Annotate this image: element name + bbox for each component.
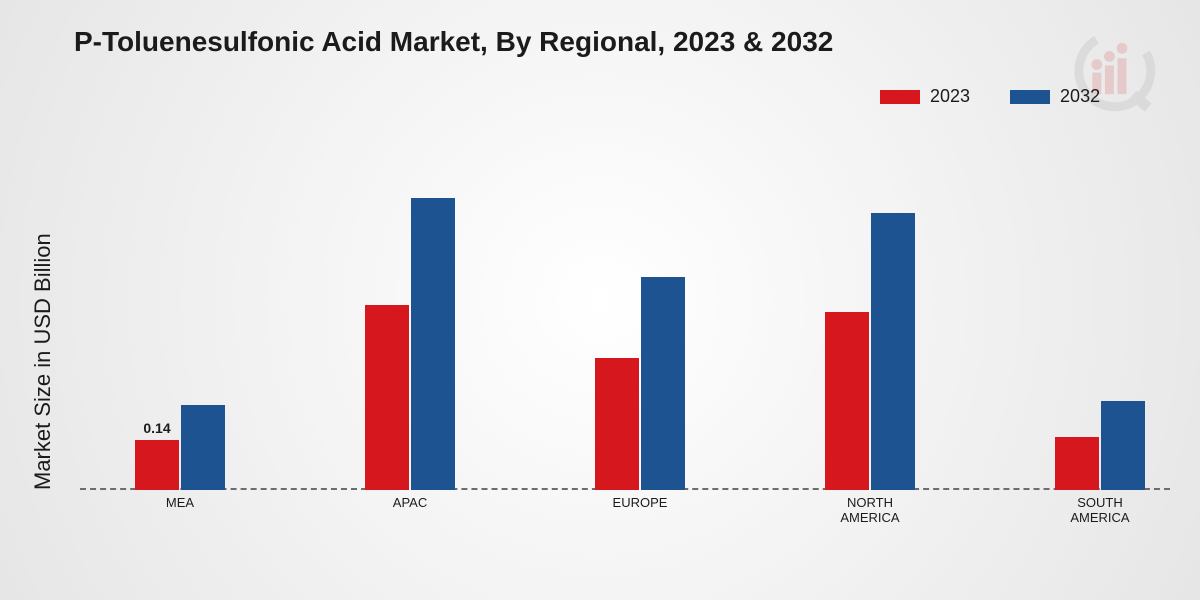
x-axis-category-label: MEA <box>110 496 250 511</box>
bar-value-label: 0.14 <box>127 420 187 436</box>
x-axis-category-label: APAC <box>340 496 480 511</box>
legend-label: 2023 <box>930 86 970 107</box>
x-axis-category-label: EUROPE <box>570 496 710 511</box>
legend-item: 2032 <box>1010 86 1100 107</box>
bar <box>871 213 915 490</box>
chart-title: P-Toluenesulfonic Acid Market, By Region… <box>74 26 833 58</box>
legend-swatch-icon <box>1010 90 1050 104</box>
bar <box>595 358 639 490</box>
legend-swatch-icon <box>880 90 920 104</box>
bar <box>411 198 455 490</box>
bar <box>135 440 179 490</box>
bar <box>1101 401 1145 490</box>
x-axis-category-label: SOUTH AMERICA <box>1030 496 1170 526</box>
plot-area: MEAAPACEUROPENORTH AMERICASOUTH AMERICA0… <box>80 170 1170 490</box>
chart-legend: 2023 2032 <box>880 86 1100 107</box>
bar <box>365 305 409 490</box>
legend-label: 2032 <box>1060 86 1100 107</box>
x-axis-category-label: NORTH AMERICA <box>800 496 940 526</box>
bar <box>825 312 869 490</box>
bar <box>641 277 685 490</box>
chart-canvas: P-Toluenesulfonic Acid Market, By Region… <box>0 0 1200 600</box>
bar <box>181 405 225 490</box>
bar <box>1055 437 1099 490</box>
y-axis-label: Market Size in USD Billion <box>30 233 56 490</box>
legend-item: 2023 <box>880 86 970 107</box>
